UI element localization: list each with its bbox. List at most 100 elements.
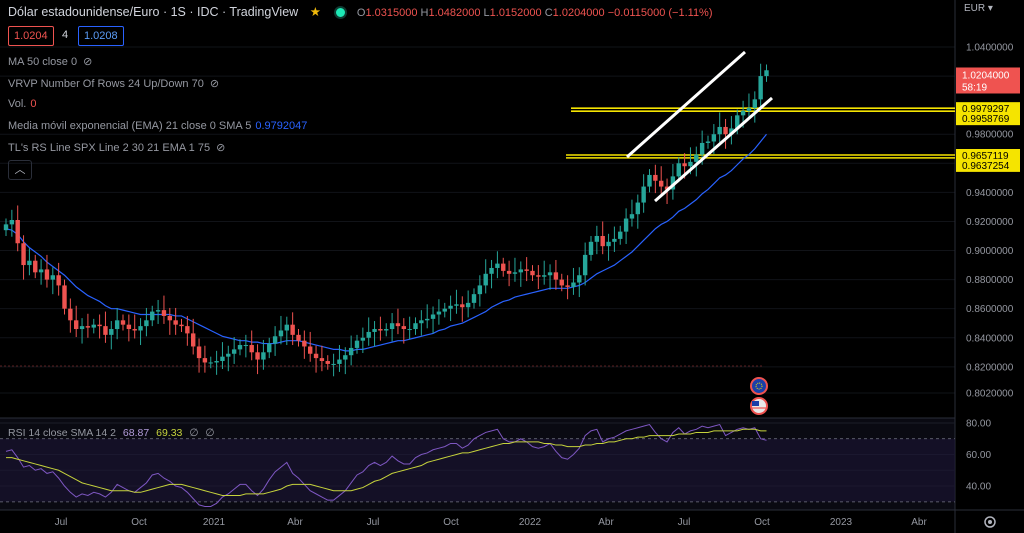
- candle-body[interactable]: [343, 355, 348, 360]
- candle-body[interactable]: [495, 263, 500, 268]
- candle-body[interactable]: [477, 285, 483, 295]
- candle-body[interactable]: [659, 180, 664, 187]
- candle-body[interactable]: [436, 311, 442, 315]
- collapse-legend-button[interactable]: ︿: [8, 160, 32, 180]
- candle-body[interactable]: [284, 324, 289, 331]
- candle-body[interactable]: [220, 356, 225, 362]
- candle-body[interactable]: [120, 320, 126, 325]
- candle-body[interactable]: [278, 330, 284, 337]
- candle-body[interactable]: [62, 285, 67, 309]
- candle-body[interactable]: [33, 260, 38, 273]
- time-axis[interactable]: Jul Oct 2021 Abr Jul Oct 2022 Abr Jul Oct 2023 Abr: [55, 517, 928, 528]
- candle-body[interactable]: [729, 128, 734, 135]
- candle-body[interactable]: [547, 272, 553, 276]
- candle-body[interactable]: [653, 174, 658, 181]
- candle-body[interactable]: [553, 272, 559, 280]
- candle-body[interactable]: [395, 323, 401, 327]
- candle-body[interactable]: [348, 347, 354, 356]
- candle-body[interactable]: [132, 329, 137, 331]
- candle-body[interactable]: [588, 241, 594, 255]
- candle-body[interactable]: [577, 275, 582, 283]
- settings-gear-icon[interactable]: [984, 516, 996, 528]
- candle-body[interactable]: [758, 76, 763, 100]
- candle-body[interactable]: [360, 337, 366, 341]
- candle-body[interactable]: [764, 70, 769, 77]
- candle-body[interactable]: [448, 305, 453, 309]
- star-icon[interactable]: ★: [309, 5, 321, 19]
- candle-body[interactable]: [600, 235, 605, 247]
- candle-body[interactable]: [85, 326, 91, 328]
- candle-body[interactable]: [255, 352, 260, 360]
- candle-body[interactable]: [425, 318, 430, 321]
- candle-body[interactable]: [501, 263, 506, 271]
- candle-body[interactable]: [682, 163, 687, 167]
- currency-selector[interactable]: EUR ▾: [964, 3, 993, 14]
- candle-body[interactable]: [331, 363, 336, 365]
- buy-button[interactable]: 1.0208: [78, 26, 124, 46]
- candle-body[interactable]: [518, 269, 523, 273]
- candle-body[interactable]: [109, 329, 114, 335]
- candle-body[interactable]: [372, 329, 377, 332]
- candle-body[interactable]: [559, 279, 564, 286]
- candle-body[interactable]: [717, 126, 722, 135]
- symbol-header[interactable]: Dólar estadounidense/Euro · 1S · IDC · T…: [8, 4, 713, 20]
- candle-body[interactable]: [56, 275, 61, 286]
- candle-body[interactable]: [27, 260, 32, 266]
- candle-body[interactable]: [9, 220, 15, 225]
- candle-body[interactable]: [79, 326, 85, 330]
- candle-body[interactable]: [114, 320, 120, 330]
- candle-body[interactable]: [68, 308, 73, 321]
- candle-body[interactable]: [50, 275, 55, 280]
- candle-body[interactable]: [243, 345, 249, 347]
- candle-body[interactable]: [366, 331, 371, 338]
- candle-body[interactable]: [319, 358, 325, 362]
- candle-body[interactable]: [237, 345, 243, 350]
- candle-body[interactable]: [594, 235, 600, 242]
- candle-body[interactable]: [623, 218, 629, 232]
- eu-flag-icon[interactable]: [750, 377, 768, 395]
- candle-body[interactable]: [471, 294, 477, 303]
- candle-body[interactable]: [565, 285, 570, 287]
- candle-body[interactable]: [214, 361, 219, 363]
- candle-body[interactable]: [15, 220, 20, 244]
- candle-body[interactable]: [308, 346, 313, 354]
- legend-ma50[interactable]: MA 50 close 0 ⊘: [8, 56, 93, 68]
- legend-rs-line[interactable]: TL's RS Line SPX Line 2 30 21 EMA 1 75 ⊘: [8, 142, 226, 154]
- candle-body[interactable]: [144, 320, 149, 327]
- candle-body[interactable]: [723, 126, 728, 135]
- candle-body[interactable]: [694, 154, 699, 162]
- candle-body[interactable]: [705, 141, 711, 143]
- legend-vrvp[interactable]: VRVP Number Of Rows 24 Up/Down 70 ⊘: [8, 78, 220, 90]
- candle-body[interactable]: [419, 320, 424, 324]
- candle-body[interactable]: [635, 202, 640, 215]
- candle-body[interactable]: [91, 324, 96, 328]
- candle-body[interactable]: [524, 269, 529, 271]
- candle-body[interactable]: [489, 267, 494, 274]
- channel-upper-line[interactable]: [626, 50, 746, 159]
- candle-body[interactable]: [676, 163, 681, 177]
- candle-body[interactable]: [641, 186, 646, 203]
- candle-body[interactable]: [506, 270, 512, 274]
- candle-body[interactable]: [746, 108, 752, 111]
- candle-body[interactable]: [460, 304, 465, 308]
- candle-body[interactable]: [261, 352, 266, 360]
- candle-body[interactable]: [430, 314, 436, 319]
- candle-body[interactable]: [103, 326, 108, 335]
- candle-body[interactable]: [582, 254, 588, 276]
- candle-body[interactable]: [208, 362, 213, 364]
- candle-body[interactable]: [173, 320, 178, 325]
- candle-body[interactable]: [290, 324, 295, 335]
- candle-body[interactable]: [536, 275, 541, 277]
- candle-body[interactable]: [606, 241, 611, 247]
- candle-body[interactable]: [571, 282, 576, 287]
- candle-body[interactable]: [454, 304, 459, 306]
- candle-body[interactable]: [325, 361, 330, 364]
- candle-body[interactable]: [618, 231, 623, 239]
- candle-body[interactable]: [296, 334, 301, 341]
- candle-body[interactable]: [191, 333, 196, 347]
- candle-series[interactable]: [3, 63, 769, 377]
- candle-body[interactable]: [226, 353, 231, 357]
- candle-body[interactable]: [752, 99, 757, 109]
- candle-body[interactable]: [413, 323, 418, 330]
